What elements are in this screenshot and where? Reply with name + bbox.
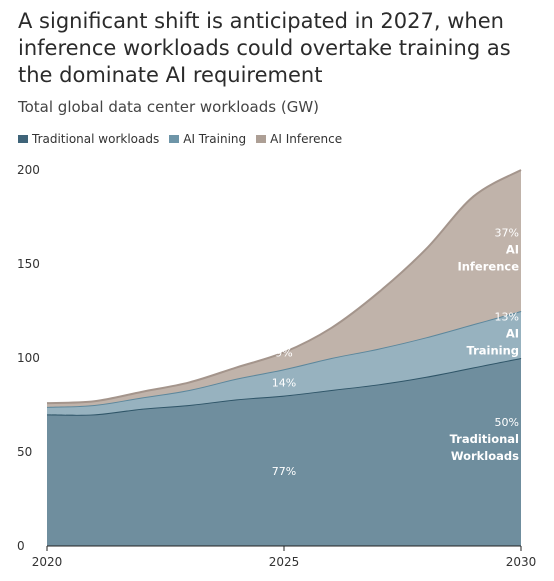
x-tick-label-2025: 2025: [269, 555, 300, 569]
legend-swatch-traditional: [18, 135, 28, 143]
area-layers: [46, 169, 522, 546]
legend-item-ai-training: AI Training: [169, 132, 246, 146]
y-tick-label-50: 50: [17, 445, 32, 459]
y-tick-label-150: 150: [17, 257, 40, 271]
chart-legend: Traditional workloads AI Training AI Inf…: [18, 132, 342, 146]
legend-label-traditional: Traditional workloads: [32, 132, 160, 146]
y-tick-label-200: 200: [17, 163, 40, 177]
data-labels: 77% 14% 9% 50% Traditional Workloads 13% AI Trai…: [272, 227, 519, 478]
label-2025-traditional: 77%: [272, 465, 296, 478]
y-tick-label-100: 100: [17, 351, 40, 365]
legend-item-traditional: Traditional workloads: [18, 132, 159, 146]
x-tick-label-2020: 2020: [32, 555, 63, 569]
label-2030-line1-ai-training: AI: [506, 327, 519, 341]
label-2030-line1-traditional: Traditional: [450, 432, 519, 446]
label-2030-line1-ai-inference: AI: [506, 243, 519, 257]
legend-label-ai-training: AI Training: [183, 132, 247, 146]
label-2030-line2-ai-inference: Inference: [457, 260, 519, 274]
area-traditional: [47, 358, 521, 546]
area-edge-ai-inference: [46, 169, 522, 405]
axes: 0 50 100 150 200 2020 2025 2030: [17, 163, 536, 569]
area-ai-training: [47, 311, 521, 415]
label-2025-ai-training: 14%: [272, 376, 296, 389]
label-2030-line2-traditional: Workloads: [451, 449, 519, 463]
label-2030-pct-traditional: 50%: [495, 416, 519, 429]
legend-item-ai-inference: AI Inference: [256, 132, 342, 146]
label-2030-pct-ai-training: 13%: [495, 311, 519, 324]
label-2025-ai-inference: 9%: [275, 346, 292, 359]
chart-subtitle: Total global data center workloads (GW): [18, 98, 319, 116]
y-tick-label-0: 0: [17, 539, 25, 553]
legend-swatch-ai-inference: [256, 135, 267, 143]
area-ai-inference: [47, 170, 521, 407]
legend-swatch-ai-training: [169, 135, 180, 143]
label-2030-line2-ai-training: Training: [466, 344, 519, 358]
legend-label-ai-inference: AI Inference: [270, 132, 343, 146]
chart-title: A significant shift is anticipated in 20…: [18, 9, 511, 87]
x-tick-label-2030: 2030: [506, 555, 537, 569]
label-2030-pct-ai-inference: 37%: [495, 227, 519, 240]
